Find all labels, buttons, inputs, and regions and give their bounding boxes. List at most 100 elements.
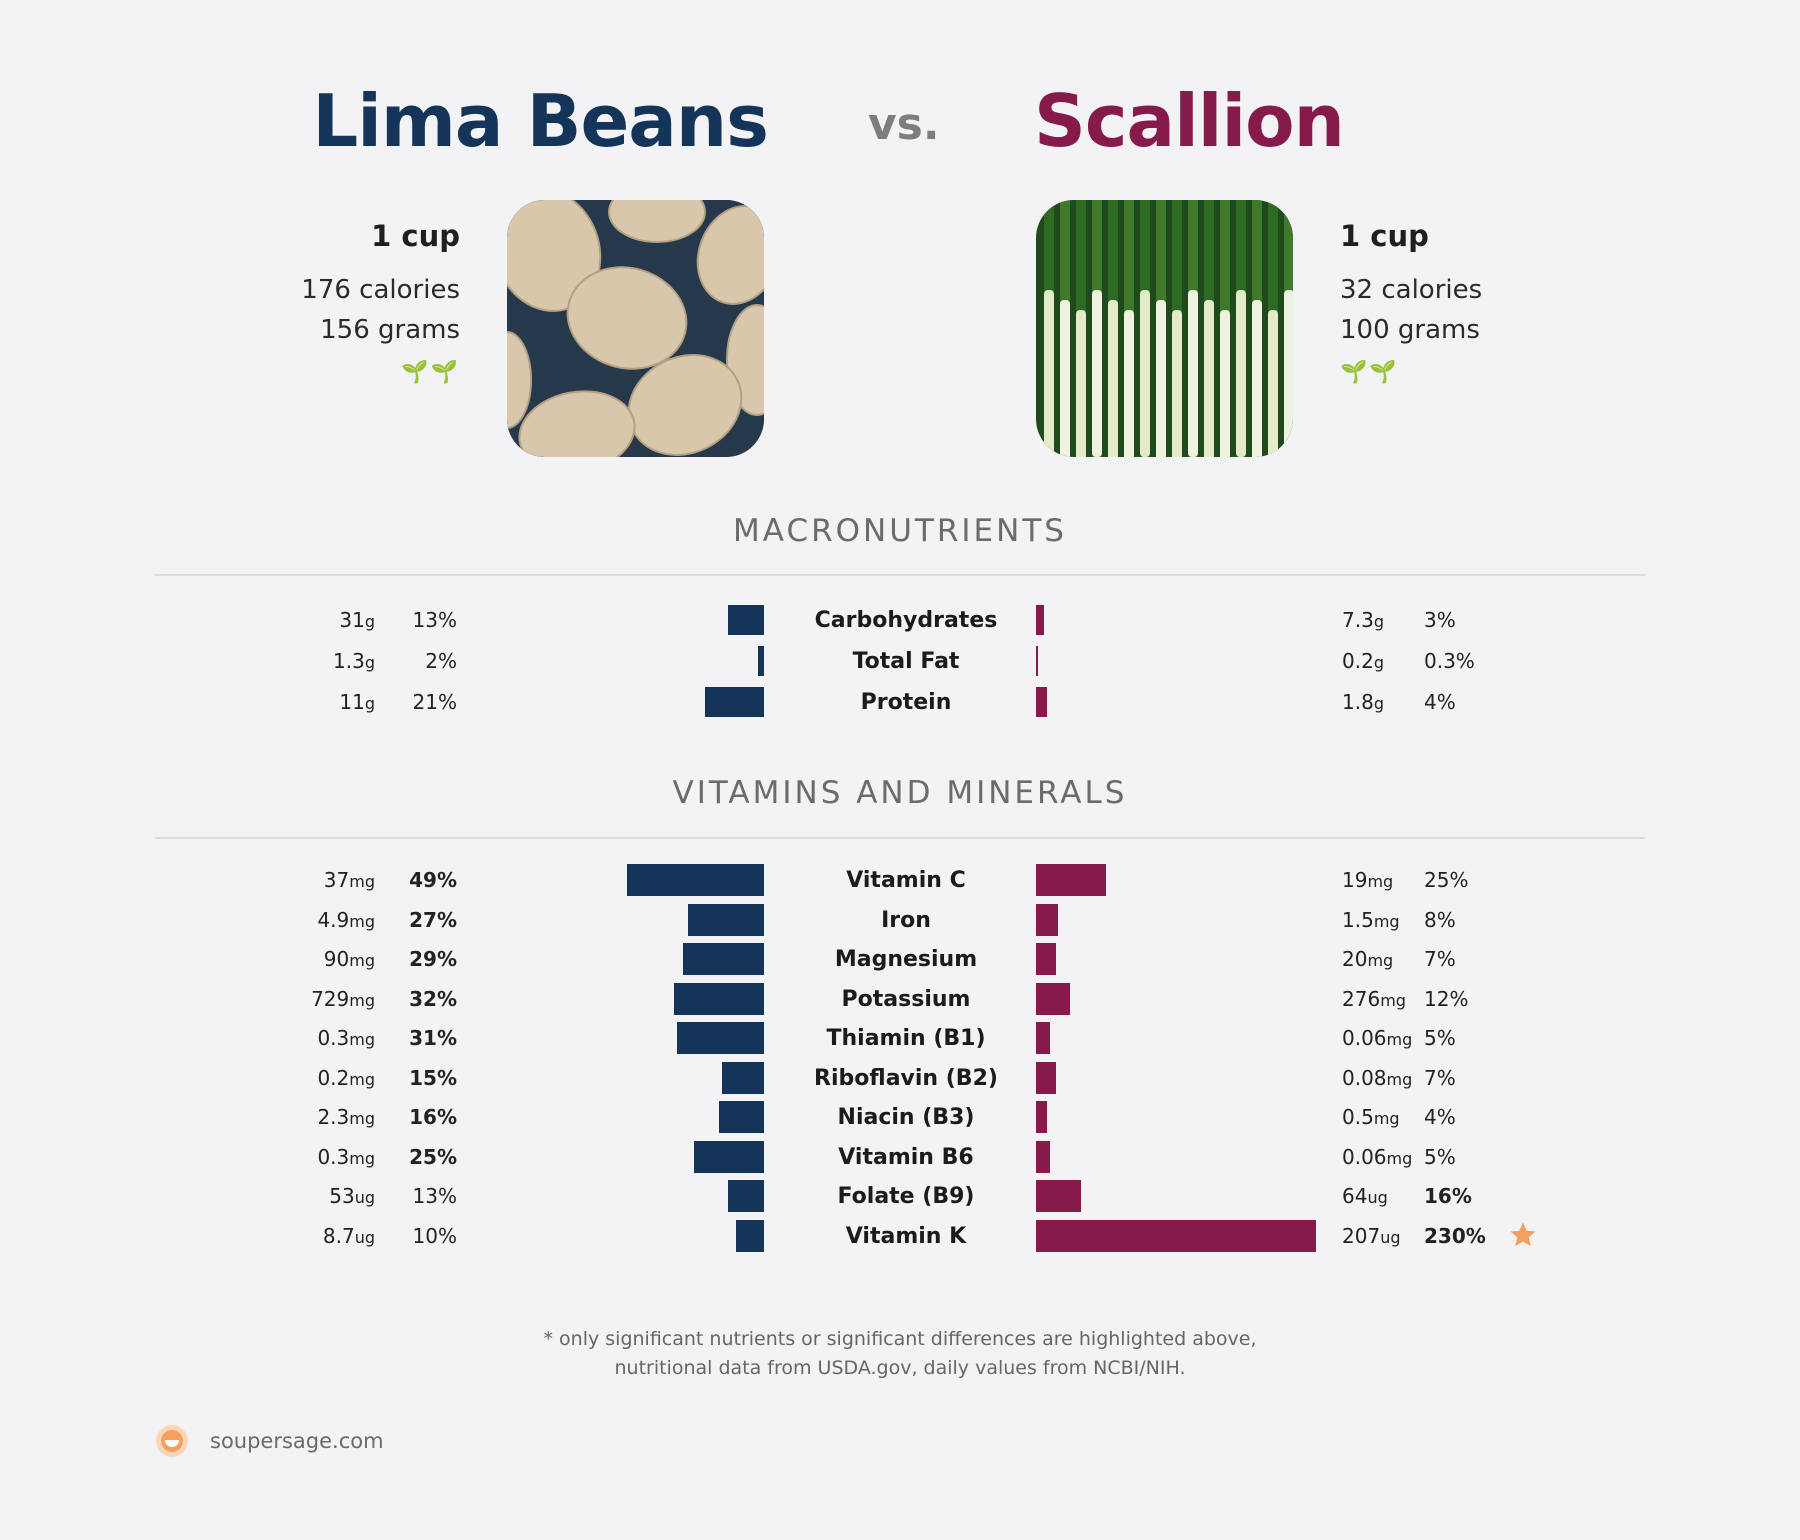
- nutrient-label-carbohydrates: Carbohydrates: [814, 608, 998, 633]
- right-bar-riboflavin-b2: [1036, 1061, 1056, 1094]
- right-amount-thiamin-b1: 0.06mg: [1342, 1026, 1413, 1050]
- left-plant-icons: 🌱🌱: [401, 360, 460, 385]
- right-bar-iron: [1036, 903, 1059, 936]
- nutrient-label-iron: Iron: [881, 907, 931, 933]
- right-bar-magnesium: [1036, 943, 1056, 975]
- left-amount-vitamin-c: 37mg: [323, 868, 375, 892]
- left-serving: 1 cup: [371, 219, 460, 253]
- left-bar-riboflavin-b2: [722, 1061, 764, 1094]
- right-percent-magnesium: 7%: [1424, 947, 1456, 971]
- right-amount-iron: 1.5mg: [1342, 907, 1400, 932]
- left-food-title: Lima Beans: [312, 79, 769, 163]
- right-grams: 100 grams: [1340, 315, 1480, 345]
- right-amount-magnesium: 20mg: [1342, 947, 1394, 971]
- left-amount-iron: 4.9mg: [317, 907, 375, 932]
- left-amount-vitamin-k: 8.7ug: [322, 1223, 375, 1248]
- macronutrients-divider: [155, 574, 1645, 576]
- right-serving: 1 cup: [1340, 219, 1429, 253]
- right-calories: 32 calories: [1340, 275, 1483, 305]
- nutrient-label-potassium: Potassium: [841, 986, 971, 1012]
- right-percent-vitamin-b6: 5%: [1424, 1144, 1456, 1169]
- left-percent-folate-b9: 13%: [412, 1184, 457, 1208]
- right-percent-total-fat: 0.3%: [1424, 649, 1475, 673]
- right-amount-folate-b9: 64ug: [1342, 1184, 1388, 1208]
- right-amount-total-fat: 0.2g: [1342, 649, 1384, 673]
- soupersage-logo-icon: [155, 1424, 189, 1458]
- left-amount-folate-b9: 53ug: [329, 1184, 375, 1208]
- right-amount-protein: 1.8g: [1342, 690, 1384, 714]
- left-amount-potassium: 729mg: [311, 986, 375, 1011]
- right-percent-folate-b9: 16%: [1424, 1184, 1472, 1208]
- right-percent-vitamin-c: 25%: [1424, 868, 1469, 892]
- left-bar-protein: [705, 687, 764, 717]
- left-calories: 176 calories: [301, 275, 460, 305]
- left-percent-vitamin-c: 49%: [409, 868, 457, 892]
- nutrient-label-folate-b9: Folate (B9): [837, 1184, 975, 1209]
- left-percent-vitamin-k: 10%: [412, 1223, 457, 1248]
- scallion-photo: [1036, 200, 1293, 457]
- left-percent-riboflavin-b2: 15%: [409, 1065, 457, 1090]
- right-amount-carbohydrates: 7.3g: [1342, 608, 1384, 632]
- left-bar-magnesium: [682, 943, 764, 975]
- left-amount-thiamin-b1: 0.3mg: [317, 1026, 375, 1050]
- vitamins-heading: VITAMINS AND MINERALS: [672, 775, 1128, 811]
- left-bar-folate-b9: [727, 1180, 764, 1212]
- left-amount-vitamin-b6: 0.3mg: [317, 1144, 375, 1169]
- right-percent-carbohydrates: 3%: [1424, 608, 1456, 632]
- nutrient-label-vitamin-b6: Vitamin B6: [838, 1144, 974, 1170]
- right-percent-thiamin-b1: 5%: [1424, 1026, 1456, 1050]
- right-bar-niacin-b3: [1036, 1101, 1048, 1133]
- left-bar-vitamin-k: [736, 1219, 764, 1252]
- nutrient-label-thiamin-b1: Thiamin (B1): [826, 1026, 986, 1051]
- right-amount-vitamin-c: 19mg: [1342, 868, 1394, 892]
- left-percent-carbohydrates: 13%: [412, 608, 457, 632]
- left-amount-total-fat: 1.3g: [333, 649, 375, 673]
- vs-label: vs.: [868, 99, 940, 150]
- left-percent-magnesium: 29%: [409, 947, 457, 971]
- footnote-line-2: nutritional data from USDA.gov, daily va…: [614, 1357, 1186, 1379]
- vitamins-divider: [155, 837, 1645, 839]
- nutrient-label-magnesium: Magnesium: [834, 947, 978, 972]
- left-percent-protein: 21%: [412, 690, 457, 714]
- left-bar-vitamin-b6: [694, 1140, 764, 1173]
- left-bar-potassium: [674, 982, 764, 1015]
- right-plant-icons: 🌱🌱: [1340, 360, 1399, 385]
- right-bar-protein: [1036, 687, 1048, 717]
- left-amount-magnesium: 90mg: [323, 947, 375, 971]
- left-amount-riboflavin-b2: 0.2mg: [317, 1065, 375, 1090]
- right-bar-total-fat: [1036, 646, 1038, 676]
- left-bar-niacin-b3: [719, 1101, 764, 1133]
- left-percent-total-fat: 2%: [425, 649, 457, 673]
- left-percent-niacin-b3: 16%: [409, 1105, 457, 1129]
- right-bar-carbohydrates: [1036, 605, 1045, 635]
- left-bar-thiamin-b1: [677, 1022, 764, 1054]
- right-food-title: Scallion: [1034, 79, 1345, 163]
- nutrient-label-niacin-b3: Niacin (B3): [837, 1105, 975, 1130]
- right-bar-vitamin-b6: [1036, 1140, 1050, 1173]
- left-bar-carbohydrates: [727, 605, 764, 635]
- footnote-line-1: * only significant nutrients or signific…: [543, 1328, 1257, 1350]
- left-bar-iron: [688, 903, 764, 936]
- left-amount-carbohydrates: 31g: [339, 608, 375, 632]
- left-percent-vitamin-b6: 25%: [409, 1144, 457, 1169]
- right-amount-vitamin-k: 207ug: [1342, 1223, 1401, 1248]
- left-percent-potassium: 32%: [409, 986, 457, 1011]
- right-amount-vitamin-b6: 0.06mg: [1342, 1144, 1413, 1169]
- nutrient-label-total-fat: Total Fat: [852, 649, 960, 674]
- left-grams: 156 grams: [320, 315, 460, 345]
- right-amount-potassium: 276mg: [1342, 986, 1406, 1011]
- star-icon: [1508, 1220, 1538, 1250]
- right-bar-thiamin-b1: [1036, 1022, 1050, 1054]
- right-bar-folate-b9: [1036, 1180, 1081, 1212]
- right-amount-niacin-b3: 0.5mg: [1342, 1105, 1400, 1129]
- nutrient-label-riboflavin-b2: Riboflavin (B2): [814, 1065, 998, 1091]
- left-amount-niacin-b3: 2.3mg: [317, 1105, 375, 1129]
- right-percent-riboflavin-b2: 7%: [1424, 1065, 1456, 1090]
- right-bar-vitamin-c: [1036, 864, 1106, 896]
- right-percent-vitamin-k: 230%: [1424, 1223, 1486, 1248]
- left-percent-iron: 27%: [409, 907, 457, 932]
- right-percent-potassium: 12%: [1424, 986, 1469, 1011]
- nutrient-label-protein: Protein: [860, 690, 952, 715]
- nutrient-label-vitamin-k: Vitamin K: [845, 1223, 967, 1249]
- brand-link[interactable]: soupersage.com: [210, 1429, 384, 1453]
